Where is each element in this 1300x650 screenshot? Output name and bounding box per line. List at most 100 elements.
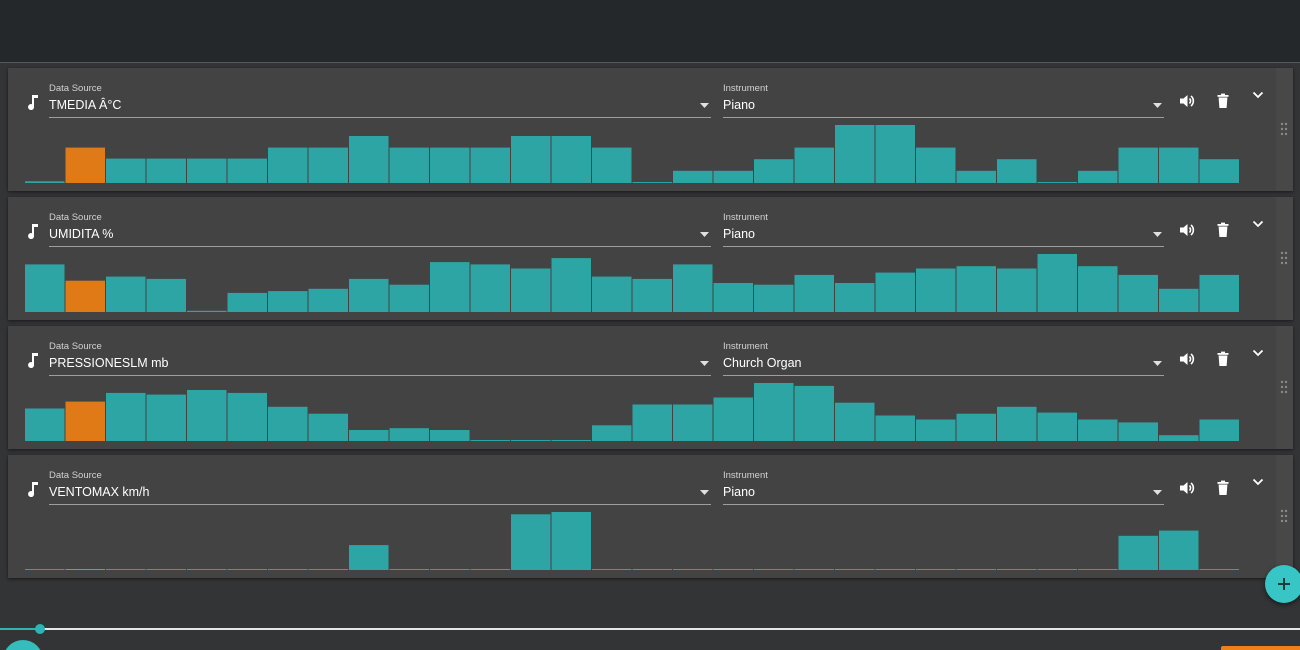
bar	[349, 545, 389, 570]
expand-track-button[interactable]	[1251, 475, 1265, 489]
bar	[1037, 254, 1077, 312]
drag-handle-icon[interactable]	[1280, 509, 1288, 523]
bar	[632, 182, 672, 183]
bar	[146, 394, 186, 441]
bar	[1199, 419, 1239, 441]
drag-handle-icon[interactable]	[1280, 122, 1288, 136]
bar	[956, 413, 996, 441]
dropdown-arrow-icon[interactable]	[700, 361, 709, 366]
bar	[1037, 412, 1077, 441]
bar	[956, 170, 996, 183]
bar	[592, 425, 632, 441]
dropdown-arrow-icon[interactable]	[700, 103, 709, 108]
instrument-select[interactable]: Instrument Piano	[723, 82, 1164, 118]
bar	[1199, 159, 1239, 183]
trash-icon	[1217, 480, 1229, 495]
chevron-down-icon	[1252, 91, 1264, 99]
instrument-select[interactable]: Instrument Piano	[723, 211, 1164, 247]
bar	[227, 292, 267, 312]
volume-button[interactable]	[1178, 92, 1196, 110]
expand-track-button[interactable]	[1251, 217, 1265, 231]
bar	[511, 136, 551, 183]
bar	[551, 136, 591, 183]
bar	[106, 569, 146, 570]
bar	[227, 392, 267, 441]
bar	[632, 569, 672, 570]
bar	[673, 404, 713, 441]
drag-strip[interactable]	[1276, 455, 1293, 578]
bar	[713, 569, 753, 570]
instrument-select[interactable]: Instrument Church Organ	[723, 340, 1164, 376]
volume-button[interactable]	[1178, 350, 1196, 368]
bar	[25, 408, 65, 441]
instrument-value: Piano	[723, 485, 755, 499]
bar	[1037, 569, 1077, 570]
expand-track-button[interactable]	[1251, 88, 1265, 102]
expand-track-button[interactable]	[1251, 346, 1265, 360]
instrument-select[interactable]: Instrument Piano	[723, 469, 1164, 505]
bar	[916, 147, 956, 183]
volume-button[interactable]	[1178, 479, 1196, 497]
dropdown-arrow-icon[interactable]	[1153, 103, 1162, 108]
data-source-select[interactable]: Data Source VENTOMAX km/h	[49, 469, 711, 505]
delete-track-button[interactable]	[1214, 221, 1232, 239]
instrument-label: Instrument	[723, 470, 768, 481]
timeline-track[interactable]	[0, 628, 1300, 630]
data-source-label: Data Source	[49, 212, 102, 223]
track-bar-chart	[25, 125, 1240, 183]
bar	[835, 402, 875, 441]
instrument-label: Instrument	[723, 341, 768, 352]
chevron-down-icon	[1252, 478, 1264, 486]
trash-icon	[1217, 222, 1229, 237]
timeline-playhead[interactable]	[35, 624, 45, 634]
bar	[997, 268, 1037, 312]
bar	[916, 569, 956, 570]
orange-action-button[interactable]	[1221, 646, 1300, 650]
trash-icon	[1217, 93, 1229, 108]
bar	[1078, 569, 1118, 570]
delete-track-button[interactable]	[1214, 479, 1232, 497]
instrument-label: Instrument	[723, 83, 768, 94]
bar	[106, 276, 146, 312]
bar-chart-svg	[25, 254, 1239, 312]
bar	[268, 569, 308, 570]
drag-handle-icon[interactable]	[1280, 251, 1288, 265]
delete-track-button[interactable]	[1214, 350, 1232, 368]
bar	[1199, 569, 1239, 570]
drag-strip[interactable]	[1276, 326, 1293, 449]
drag-handle-icon[interactable]	[1280, 380, 1288, 394]
bar	[673, 170, 713, 183]
data-source-label: Data Source	[49, 341, 102, 352]
volume-button[interactable]	[1178, 221, 1196, 239]
bar	[754, 284, 794, 312]
bar-chart-svg	[25, 383, 1239, 441]
bar	[25, 569, 65, 570]
dropdown-arrow-icon[interactable]	[700, 490, 709, 495]
bar	[997, 569, 1037, 570]
add-track-button[interactable]	[1265, 565, 1300, 603]
data-source-select[interactable]: Data Source UMIDITA %	[49, 211, 711, 247]
dropdown-arrow-icon[interactable]	[1153, 232, 1162, 237]
drag-strip[interactable]	[1276, 197, 1293, 320]
bar	[1037, 182, 1077, 183]
bar	[349, 136, 389, 183]
instrument-value: Piano	[723, 227, 755, 241]
bar	[673, 264, 713, 312]
timeline-progress	[0, 628, 40, 630]
dropdown-arrow-icon[interactable]	[1153, 490, 1162, 495]
data-source-select[interactable]: Data Source PRESSIONESLM mb	[49, 340, 711, 376]
play-button[interactable]	[3, 640, 43, 650]
drag-strip[interactable]	[1276, 68, 1293, 191]
bar	[308, 147, 348, 183]
bar	[308, 288, 348, 312]
bar	[146, 569, 186, 570]
bar	[1118, 274, 1158, 312]
bar-highlighted	[65, 569, 105, 570]
volume-icon	[1180, 224, 1195, 236]
bar	[956, 569, 996, 570]
delete-track-button[interactable]	[1214, 92, 1232, 110]
data-source-value: TMEDIA Â°C	[49, 98, 122, 112]
dropdown-arrow-icon[interactable]	[1153, 361, 1162, 366]
data-source-select[interactable]: Data Source TMEDIA Â°C	[49, 82, 711, 118]
dropdown-arrow-icon[interactable]	[700, 232, 709, 237]
